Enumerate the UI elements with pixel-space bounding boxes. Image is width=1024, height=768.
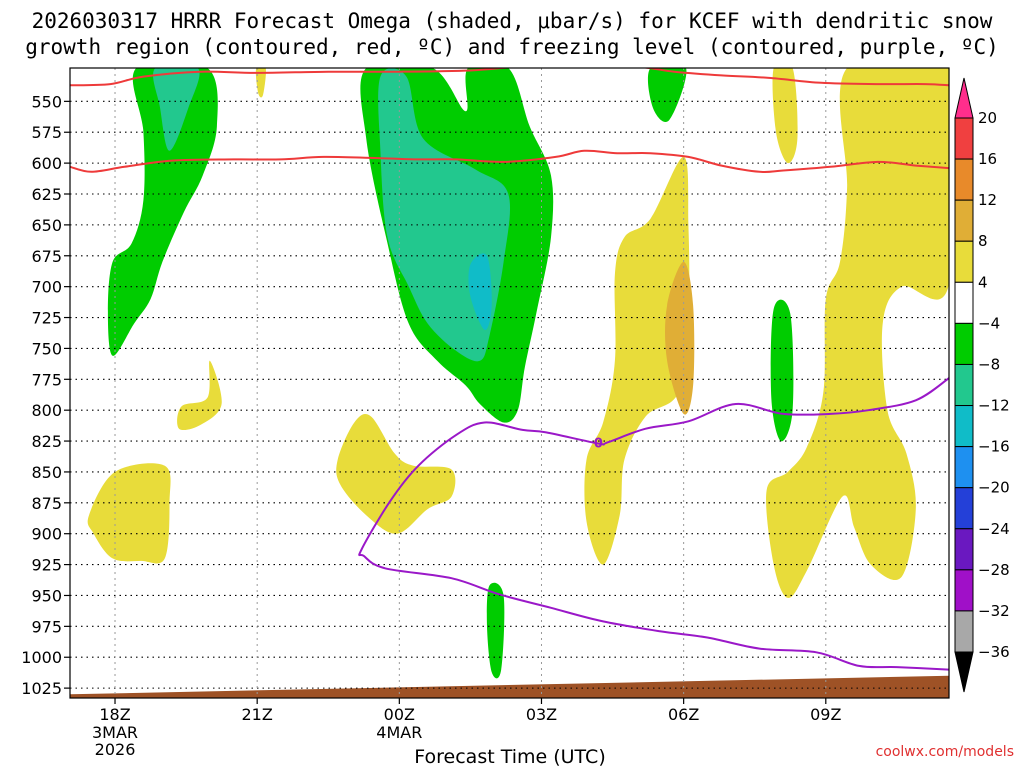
y-tick-label-875: 875 [31,494,62,513]
colorbar-label-neg16: −16 [978,438,1010,456]
x-tick-label-06Z: 06Z [668,705,699,724]
y-tick-label-700: 700 [31,278,62,297]
colorbar: 20 16 12 8 4 −4 −8 −12 −16 −20 −24 −28 −32 −36 [954,77,1010,693]
y-tick-label-675: 675 [31,247,62,266]
colorbar-label-neg36: −36 [978,643,1010,661]
colorbar-box-4 [954,281,974,324]
colorbar-box-3 [954,240,974,283]
omega-region-4-14 [336,414,456,534]
y-tick-label-575: 575 [31,123,62,142]
omega-region-neg4-2 [647,68,687,122]
y-tick-label-850: 850 [31,463,62,482]
colorbar-top-arrow [954,77,974,119]
x-tick-label-03Z: 03Z [526,705,557,724]
y-tick-label-975: 975 [31,617,62,636]
x-tick-date-00Z-0: 4MAR [376,723,422,742]
dgz-contour-upper [70,68,949,87]
freezing-level-contour [358,377,949,671]
colorbar-label-neg20: −20 [978,479,1010,497]
y-tick-label-925: 925 [31,556,62,575]
colorbar-box-5 [954,322,974,365]
x-tick-label-21Z: 21Z [242,705,273,724]
plot-frame [69,67,950,699]
x-tick-label-18Z: 18Z [99,705,130,724]
omega-region-4-8 [255,68,266,98]
colorbar-label-16: 16 [978,150,997,168]
omega-region-4-13 [87,463,171,564]
colorbar-label-neg4: −4 [978,314,1000,332]
x-tick-label-09Z: 09Z [810,705,841,724]
colorbar-box-8 [954,446,974,489]
colorbar-box-12 [954,610,974,653]
y-tick-label-800: 800 [31,401,62,420]
y-tick-label-775: 775 [31,370,62,389]
omega-region-neg4-4 [486,582,505,679]
dgz-contour-lower [70,149,949,174]
omega-region-neg8-5 [153,68,200,151]
grid-lines [70,68,949,698]
y-tick-label-550: 550 [31,92,62,111]
x-tick-label-00Z: 00Z [384,705,415,724]
y-tick-label-725: 725 [31,309,62,328]
colorbar-label-neg24: −24 [978,520,1010,538]
credit-text: coolwx.com/models [876,744,1014,760]
omega-region-4-11 [584,156,690,565]
omega-shading [87,68,949,679]
omega-region-4-9 [772,68,798,164]
colorbar-label-12: 12 [978,191,997,209]
colorbar-label-8: 8 [978,232,988,250]
colorbar-label-4: 4 [978,273,988,291]
colorbar-box-6 [954,363,974,407]
y-tick-label-650: 650 [31,216,62,235]
omega-region-neg12-7 [468,253,492,330]
terrain-surface [70,675,949,698]
x-axis-label: Forecast Time (UTC) [414,746,605,768]
colorbar-box-0 [954,117,974,160]
omega-region-8-15 [665,261,695,415]
y-tick-label-825: 825 [31,432,62,451]
colorbar-label-neg32: −32 [978,602,1010,620]
x-tick-date-18Z-1: 2026 [95,740,136,759]
colorbar-box-9 [954,487,974,530]
colorbar-label-neg28: −28 [978,561,1010,579]
y-tick-label-600: 600 [31,154,62,173]
omega-region-4-10 [766,68,949,598]
omega-region-neg4-0 [107,68,218,356]
freezing-level-label: 0 [594,436,603,451]
chart-title-line-1: 2026030317 HRRR Forecast Omega (shaded, … [32,9,993,33]
x-tick-date-18Z-0: 3MAR [92,723,138,742]
chart-title-line-2: growth region (contoured, red, ºC) and f… [25,35,999,59]
y-tick-label-1025: 1025 [21,679,62,698]
omega-region-neg4-3 [770,299,794,442]
colorbar-box-10 [954,528,974,571]
colorbar-box-7 [954,405,974,448]
omega-region-4-12 [177,360,222,431]
y-tick-label-900: 900 [31,525,62,544]
y-tick-label-1000: 1000 [21,648,62,667]
colorbar-label-neg12: −12 [978,397,1010,415]
y-tick-label-950: 950 [31,586,62,605]
colorbar-label-neg8: −8 [978,355,1000,373]
y-axis-ticks: 550 575 600 625 650 675 700 725 750 775 800 825 850 8… [21,92,70,698]
colorbar-box-11 [954,569,974,612]
colorbar-box-2 [954,199,974,242]
colorbar-bottom-arrow [954,651,974,693]
y-tick-label-625: 625 [31,185,62,204]
y-tick-label-750: 750 [31,339,62,358]
colorbar-box-1 [954,158,974,201]
colorbar-label-20: 20 [978,109,997,127]
temperature-contours: 0 [70,68,949,671]
terrain-layer [70,675,949,698]
